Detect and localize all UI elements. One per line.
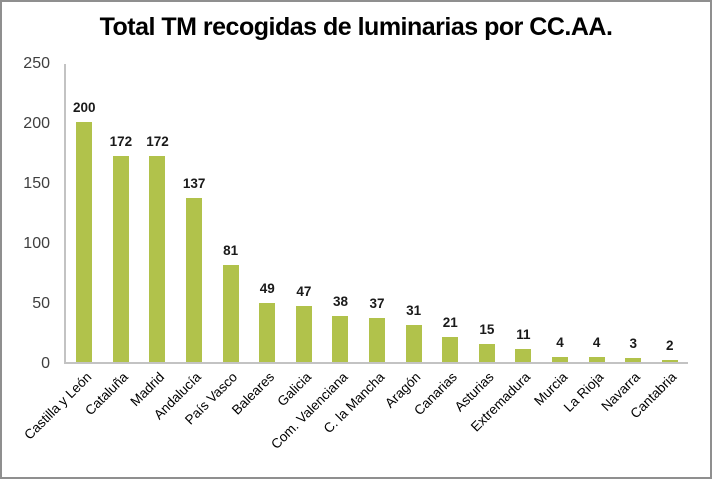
bar-column: 21 Canarias <box>411 64 469 418</box>
bar <box>369 317 386 362</box>
bar <box>259 303 276 362</box>
bar-column: 2 Cantabria <box>628 64 689 422</box>
bar <box>588 357 605 362</box>
bar-value-label: 49 <box>259 281 275 297</box>
bar <box>186 197 203 362</box>
bar-column: 38 Com. Valenciana <box>268 64 359 451</box>
bar-value-label: 172 <box>109 133 133 149</box>
bar-value-label: 4 <box>556 335 564 351</box>
bar-column: 3 Navarra <box>599 64 652 413</box>
y-axis: 0 50 100 150 200 250 <box>2 55 60 372</box>
bar-value-label: 200 <box>73 100 96 115</box>
bar-column: 4 Murcia <box>531 64 579 408</box>
bar-value-label: 21 <box>442 314 458 330</box>
bar-column: 172 Madrid <box>128 64 176 409</box>
bar <box>625 358 642 362</box>
y-tick-label: 200 <box>23 115 50 132</box>
bar <box>515 348 532 362</box>
bar-column: 172 Cataluña <box>82 64 140 419</box>
bar <box>149 155 166 362</box>
y-tick-label: 50 <box>32 295 50 312</box>
bar-value-label: 2 <box>666 337 674 353</box>
bar-value-label: 11 <box>516 326 531 342</box>
plot-area: 200 Castilla y León 172 Cataluña 172 Madrid 13… <box>21 64 689 452</box>
y-tick-label: 150 <box>23 175 50 192</box>
bar <box>332 316 349 362</box>
bar <box>76 122 93 362</box>
bar <box>661 359 678 362</box>
bar-column: 4 La Rioja <box>561 64 615 415</box>
bar-column: 15 Asturias <box>452 64 506 414</box>
bar-column: 11 Extremadura <box>468 64 542 435</box>
bar-value-label: 31 <box>406 302 422 318</box>
bar <box>478 344 495 362</box>
bar-value-label: 3 <box>629 336 637 352</box>
bar <box>222 264 239 362</box>
bar-value-label: 47 <box>296 283 312 299</box>
y-tick-label: 100 <box>23 235 50 252</box>
bar-column: 47 Galicia <box>274 64 323 409</box>
bar-value-label: 38 <box>332 294 348 310</box>
bar-value-label: 4 <box>592 335 601 351</box>
bar-value-label: 172 <box>146 133 169 149</box>
bar-column: 81 País Vasco <box>182 64 249 428</box>
bar-value-label: 137 <box>182 175 206 191</box>
bar <box>112 155 129 362</box>
bar-column: 200 Castilla y León <box>21 64 103 443</box>
bar-column: 49 Baleares <box>229 64 286 417</box>
bar <box>405 324 422 362</box>
bar <box>552 357 569 362</box>
chart-title: Total TM recogidas de luminarias por CC.… <box>99 13 613 41</box>
bar-value-label: 15 <box>479 322 495 337</box>
y-tick-label: 250 <box>23 55 50 72</box>
bar-value-label: 81 <box>223 242 239 258</box>
y-tick-label: 0 <box>41 355 50 372</box>
bar-column: 37 C. la Mancha <box>320 64 396 437</box>
bar-value-label: 37 <box>369 295 385 311</box>
bar <box>442 336 459 362</box>
bar-column: 137 Andalucía <box>151 64 213 423</box>
bar <box>295 305 312 362</box>
bar-column: 31 Aragón <box>382 64 432 411</box>
